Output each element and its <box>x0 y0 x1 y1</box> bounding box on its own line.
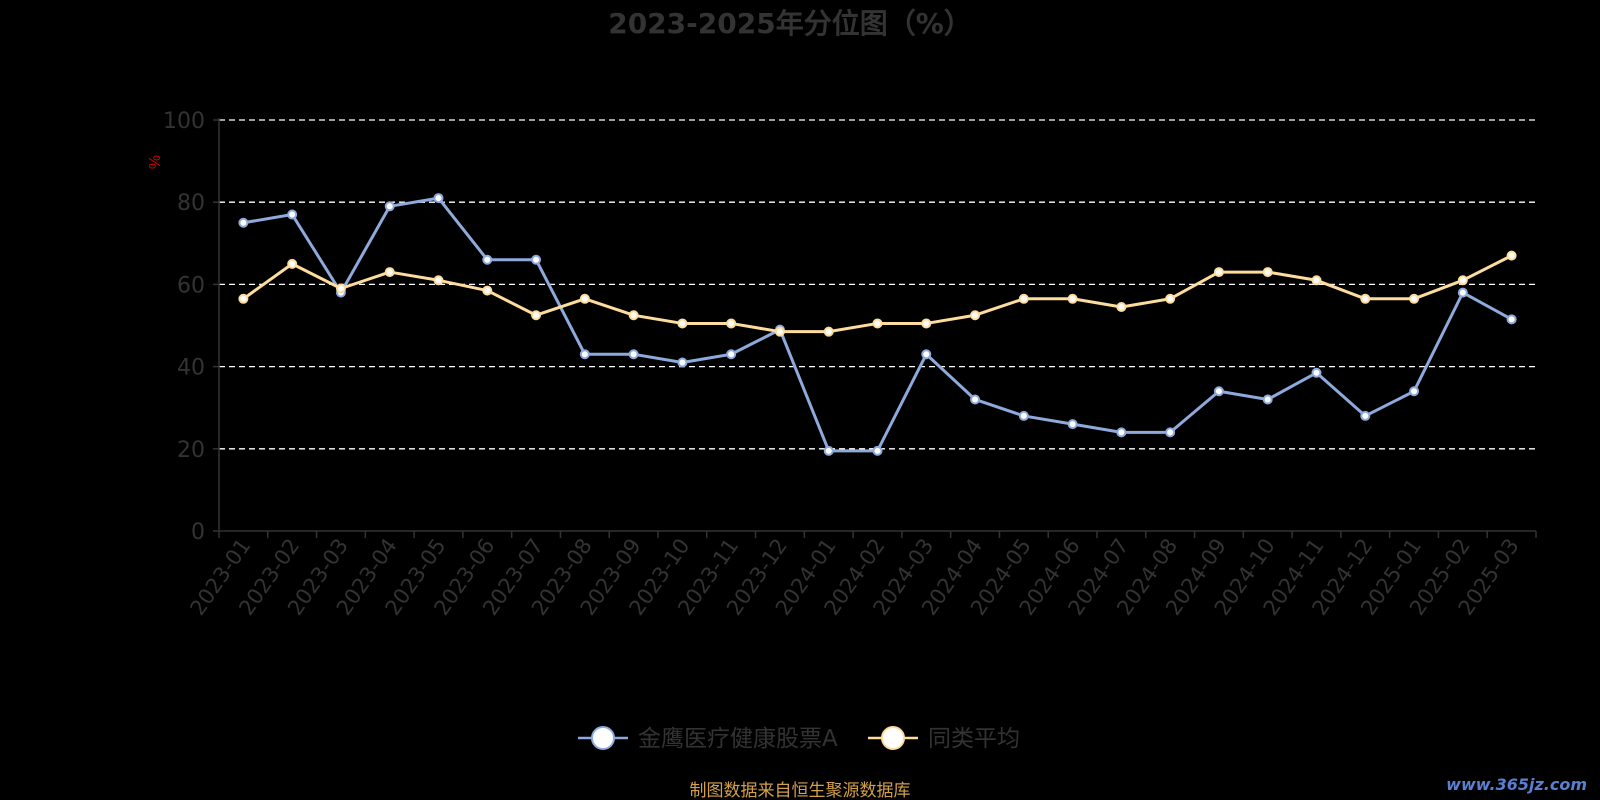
data-point[interactable] <box>433 193 444 204</box>
data-point[interactable] <box>579 349 590 360</box>
data-point[interactable] <box>531 310 542 321</box>
data-point[interactable] <box>1116 427 1127 438</box>
data-point[interactable] <box>1506 250 1517 261</box>
legend[interactable]: 金鹰医疗健康股票A 同类平均 <box>578 726 1020 752</box>
data-point[interactable] <box>384 201 395 212</box>
data-point[interactable] <box>823 326 834 337</box>
y-tick-label: 0 <box>191 520 205 545</box>
series-lines <box>238 193 1517 456</box>
data-point[interactable] <box>287 209 298 220</box>
data-point[interactable] <box>1311 367 1322 378</box>
data-point[interactable] <box>1311 275 1322 286</box>
data-point[interactable] <box>970 310 981 321</box>
data-point[interactable] <box>726 349 737 360</box>
data-point[interactable] <box>1360 293 1371 304</box>
series-1 <box>238 193 1517 456</box>
data-point[interactable] <box>531 254 542 265</box>
data-source-note: 制图数据来自恒生聚源数据库 <box>690 781 911 800</box>
data-point[interactable] <box>677 357 688 368</box>
data-point[interactable] <box>1116 302 1127 313</box>
data-point[interactable] <box>579 293 590 304</box>
y-tick-label: 80 <box>177 191 205 216</box>
data-point[interactable] <box>628 349 639 360</box>
grid-lines <box>219 119 1536 450</box>
data-point[interactable] <box>1457 287 1468 298</box>
chart-title: 2023-2025年分位图（%） <box>608 7 972 40</box>
data-point[interactable] <box>238 293 249 304</box>
data-point[interactable] <box>384 267 395 278</box>
data-point[interactable] <box>1360 410 1371 421</box>
y-tick-label: 20 <box>177 438 205 463</box>
y-tick-label: 100 <box>163 109 205 134</box>
data-point[interactable] <box>1409 386 1420 397</box>
data-point[interactable] <box>921 349 932 360</box>
y-axis-label: % <box>147 155 164 169</box>
data-point[interactable] <box>1018 410 1029 421</box>
legend-marker <box>591 726 615 750</box>
data-point[interactable] <box>482 254 493 265</box>
y-tick-label: 60 <box>177 273 205 298</box>
data-point[interactable] <box>482 285 493 296</box>
data-point[interactable] <box>774 326 785 337</box>
data-point[interactable] <box>1067 293 1078 304</box>
legend-item-1[interactable]: 金鹰医疗健康股票A <box>578 726 838 752</box>
data-point[interactable] <box>1213 267 1224 278</box>
axes: 0204060801002023-012023-022023-032023-04… <box>163 109 1537 620</box>
legend-label: 金鹰医疗健康股票A <box>638 726 838 752</box>
data-point[interactable] <box>335 283 346 294</box>
data-point[interactable] <box>921 318 932 329</box>
data-point[interactable] <box>970 394 981 405</box>
data-point[interactable] <box>1409 293 1420 304</box>
data-point[interactable] <box>1018 293 1029 304</box>
data-point[interactable] <box>1262 394 1273 405</box>
legend-item-2[interactable]: 同类平均 <box>868 726 1020 752</box>
data-point[interactable] <box>1213 386 1224 397</box>
data-point[interactable] <box>1067 419 1078 430</box>
data-point[interactable] <box>433 275 444 286</box>
data-point[interactable] <box>1165 293 1176 304</box>
data-point[interactable] <box>1165 427 1176 438</box>
data-point[interactable] <box>823 445 834 456</box>
data-point[interactable] <box>1506 314 1517 325</box>
data-point[interactable] <box>287 258 298 269</box>
y-tick-label: 40 <box>177 356 205 381</box>
data-point[interactable] <box>1262 267 1273 278</box>
legend-label: 同类平均 <box>928 726 1020 752</box>
series-2 <box>238 250 1517 337</box>
data-point[interactable] <box>238 217 249 228</box>
legend-marker <box>881 726 905 750</box>
data-point[interactable] <box>628 310 639 321</box>
data-point[interactable] <box>1457 275 1468 286</box>
data-point[interactable] <box>677 318 688 329</box>
data-point[interactable] <box>872 445 883 456</box>
watermark: www.365jz.com <box>1446 775 1587 794</box>
data-point[interactable] <box>872 318 883 329</box>
data-point[interactable] <box>726 318 737 329</box>
